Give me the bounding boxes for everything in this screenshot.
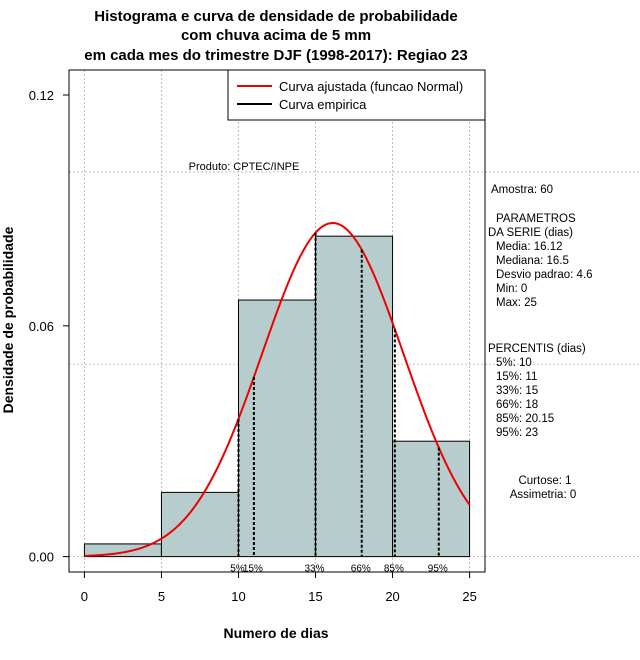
legend-label-fit: Curva ajustada (funcao Normal) (279, 79, 463, 94)
normal-fit-curve (84, 221, 471, 557)
chart-title-line-3: em cada mes do trimestre DJF (1998-2017)… (84, 47, 468, 64)
y-axis-label: Densidade de probabilidade (0, 226, 16, 413)
stat-sample: Amostra: 60 (491, 184, 553, 196)
percentile-label-2: 33% (305, 564, 325, 575)
stat-param-sd: Desvio padrao: 4.6 (496, 269, 593, 281)
histogram-bar-2 (237, 299, 317, 558)
product-label: Produto: CPTEC/INPE (189, 161, 300, 173)
stats-panel: Amostra: 60 PARAMETROS DA SERIE (dias) M… (488, 184, 593, 501)
percentile-label-0: 5% (230, 564, 245, 575)
percentile-lines: 5%15% 33% 66% 85% 95% (230, 232, 448, 575)
stat-param-max: Max: 25 (496, 297, 537, 309)
legend: Curva ajustada (funcao Normal) Curva emp… (227, 69, 486, 121)
stat-pct-66: 66%: 18 (496, 399, 538, 411)
histogram-bar-3 (315, 235, 394, 558)
histogram-bars (83, 235, 471, 558)
percentile-label-5: 95% (428, 564, 448, 575)
stat-pct-15: 15%: 11 (496, 371, 537, 383)
x-tick-label-5: 25 (462, 589, 476, 604)
y-tick-label-1: 0.06 (29, 319, 54, 334)
stat-param-min: Min: 0 (496, 283, 527, 295)
histogram-bar-1 (160, 491, 239, 558)
legend-box (227, 69, 486, 121)
y-tick-label-2: 0.12 (29, 88, 54, 103)
stat-param-mean: Media: 16.12 (496, 241, 563, 253)
percentile-label-4: 85% (384, 564, 404, 575)
percentile-label-1: 15% (243, 564, 263, 575)
stat-pct-95: 95%: 23 (496, 427, 538, 439)
chart-title-line-1: Histograma e curva de densidade de proba… (94, 8, 457, 25)
x-tick-label-3: 15 (308, 589, 322, 604)
chart-title-line-2: com chuva acima de 5 mm (181, 27, 371, 44)
x-tick-label-0: 0 (81, 589, 88, 604)
stat-pct-85: 85%: 20.15 (496, 413, 554, 425)
stat-params-title-1: PARAMETROS (496, 213, 576, 225)
stat-params-title-2: DA SERIE (dias) (488, 227, 573, 239)
histogram-bar-4 (392, 440, 471, 558)
normal-curve-group (84, 221, 471, 557)
stat-percentis-title: PERCENTIS (dias) (488, 343, 586, 355)
stat-assimetria: Assimetria: 0 (510, 489, 576, 501)
x-tick-label-4: 20 (385, 589, 399, 604)
x-axis-label: Numero de dias (223, 625, 328, 641)
stat-pct-33: 33%: 15 (496, 385, 538, 397)
x-tick-label-1: 5 (158, 589, 165, 604)
percentile-label-3: 66% (351, 564, 371, 575)
y-tick-label-0: 0.00 (29, 550, 54, 565)
stat-pct-5: 5%: 10 (496, 357, 532, 369)
x-tick-label-2: 10 (231, 589, 245, 604)
stat-param-median: Mediana: 16.5 (496, 255, 569, 267)
legend-label-empirical: Curva empirica (279, 97, 367, 112)
stat-curtose: Curtose: 1 (518, 475, 571, 487)
